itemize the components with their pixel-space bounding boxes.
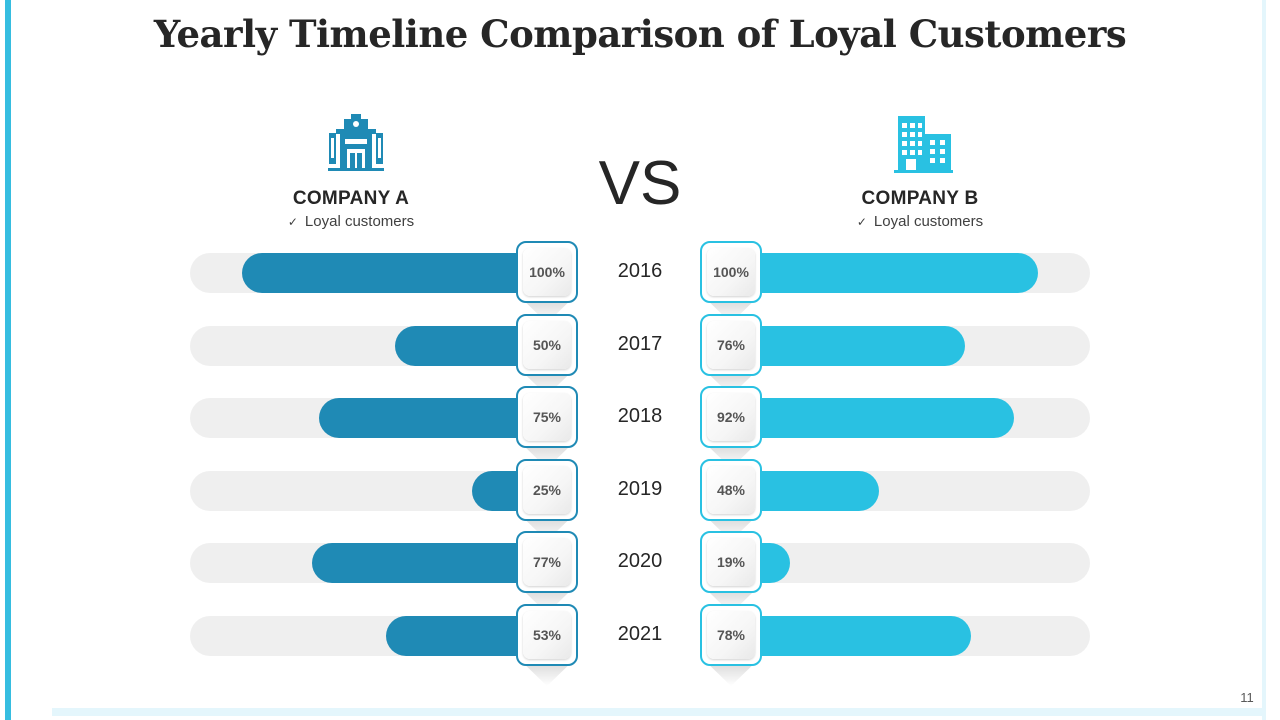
company-b-bar bbox=[732, 325, 965, 366]
company-a-value-label: 77% bbox=[523, 538, 571, 587]
company-b-bar bbox=[732, 253, 1038, 293]
school-building-icon bbox=[328, 114, 384, 171]
company-b-value-badge: 48% bbox=[700, 458, 762, 521]
company-a-value-label: 100% bbox=[523, 248, 571, 296]
slide-frame-left bbox=[5, 0, 11, 720]
company-a-value-label: 53% bbox=[523, 611, 571, 659]
company-b-value-label: 78% bbox=[707, 611, 755, 659]
company-a-value-badge: 25% bbox=[516, 458, 578, 521]
company-a-value-label: 25% bbox=[523, 465, 571, 514]
page-number: 11 bbox=[1240, 690, 1254, 705]
company-b-subtitle-row: ✓ Loyal customers bbox=[820, 213, 1020, 230]
company-b-header: COMPANY B ✓ Loyal customers bbox=[820, 188, 1020, 230]
company-a-value-badge: 75% bbox=[516, 386, 578, 449]
company-b-bar bbox=[732, 616, 971, 656]
company-a-value-badge: 100% bbox=[516, 241, 578, 303]
company-b-value-label: 48% bbox=[707, 465, 755, 514]
office-buildings-icon bbox=[894, 116, 953, 173]
company-b-subtitle: Loyal customers bbox=[873, 213, 984, 230]
company-b-value-label: 76% bbox=[707, 320, 755, 369]
year-label: 2020 bbox=[617, 550, 663, 573]
company-a-value-badge: 77% bbox=[516, 531, 578, 594]
company-a-subtitle: Loyal customers bbox=[304, 213, 415, 230]
company-b-value-badge: 78% bbox=[700, 604, 762, 666]
year-label: 2017 bbox=[617, 332, 663, 355]
company-a-bar bbox=[318, 398, 548, 439]
year-label: 2018 bbox=[617, 405, 663, 428]
company-a-name: COMPANY A bbox=[292, 188, 410, 209]
slide-title: Yearly Timeline Comparison of Loyal Cust… bbox=[153, 12, 1127, 56]
company-b-value-label: 19% bbox=[707, 538, 755, 587]
year-label: 2019 bbox=[617, 477, 663, 500]
checkmark-icon: ✓ bbox=[856, 215, 867, 229]
company-b-value-badge: 76% bbox=[700, 313, 762, 376]
company-b-bar bbox=[732, 398, 1014, 439]
slide-frame-right bbox=[1262, 0, 1266, 720]
year-label: 2016 bbox=[617, 260, 663, 282]
company-a-bar bbox=[242, 253, 548, 293]
company-a-value-badge: 53% bbox=[516, 604, 578, 666]
company-a-value-label: 50% bbox=[523, 320, 571, 369]
company-a-value-badge: 50% bbox=[516, 313, 578, 376]
vs-label: VS bbox=[598, 149, 682, 218]
company-a-value-label: 75% bbox=[523, 393, 571, 442]
company-b-value-badge: 92% bbox=[700, 386, 762, 449]
slide-frame-bottom bbox=[52, 708, 1264, 716]
company-b-value-badge: 100% bbox=[700, 241, 762, 303]
year-label: 2021 bbox=[617, 623, 663, 645]
company-b-value-badge: 19% bbox=[700, 531, 762, 594]
checkmark-icon: ✓ bbox=[287, 215, 298, 229]
company-b-value-label: 92% bbox=[707, 393, 755, 442]
company-a-header: COMPANY A ✓ Loyal customers bbox=[251, 188, 451, 230]
company-a-subtitle-row: ✓ Loyal customers bbox=[251, 213, 451, 230]
company-b-name: COMPANY B bbox=[861, 188, 979, 209]
company-b-value-label: 100% bbox=[707, 248, 755, 296]
company-a-bar bbox=[312, 543, 548, 584]
